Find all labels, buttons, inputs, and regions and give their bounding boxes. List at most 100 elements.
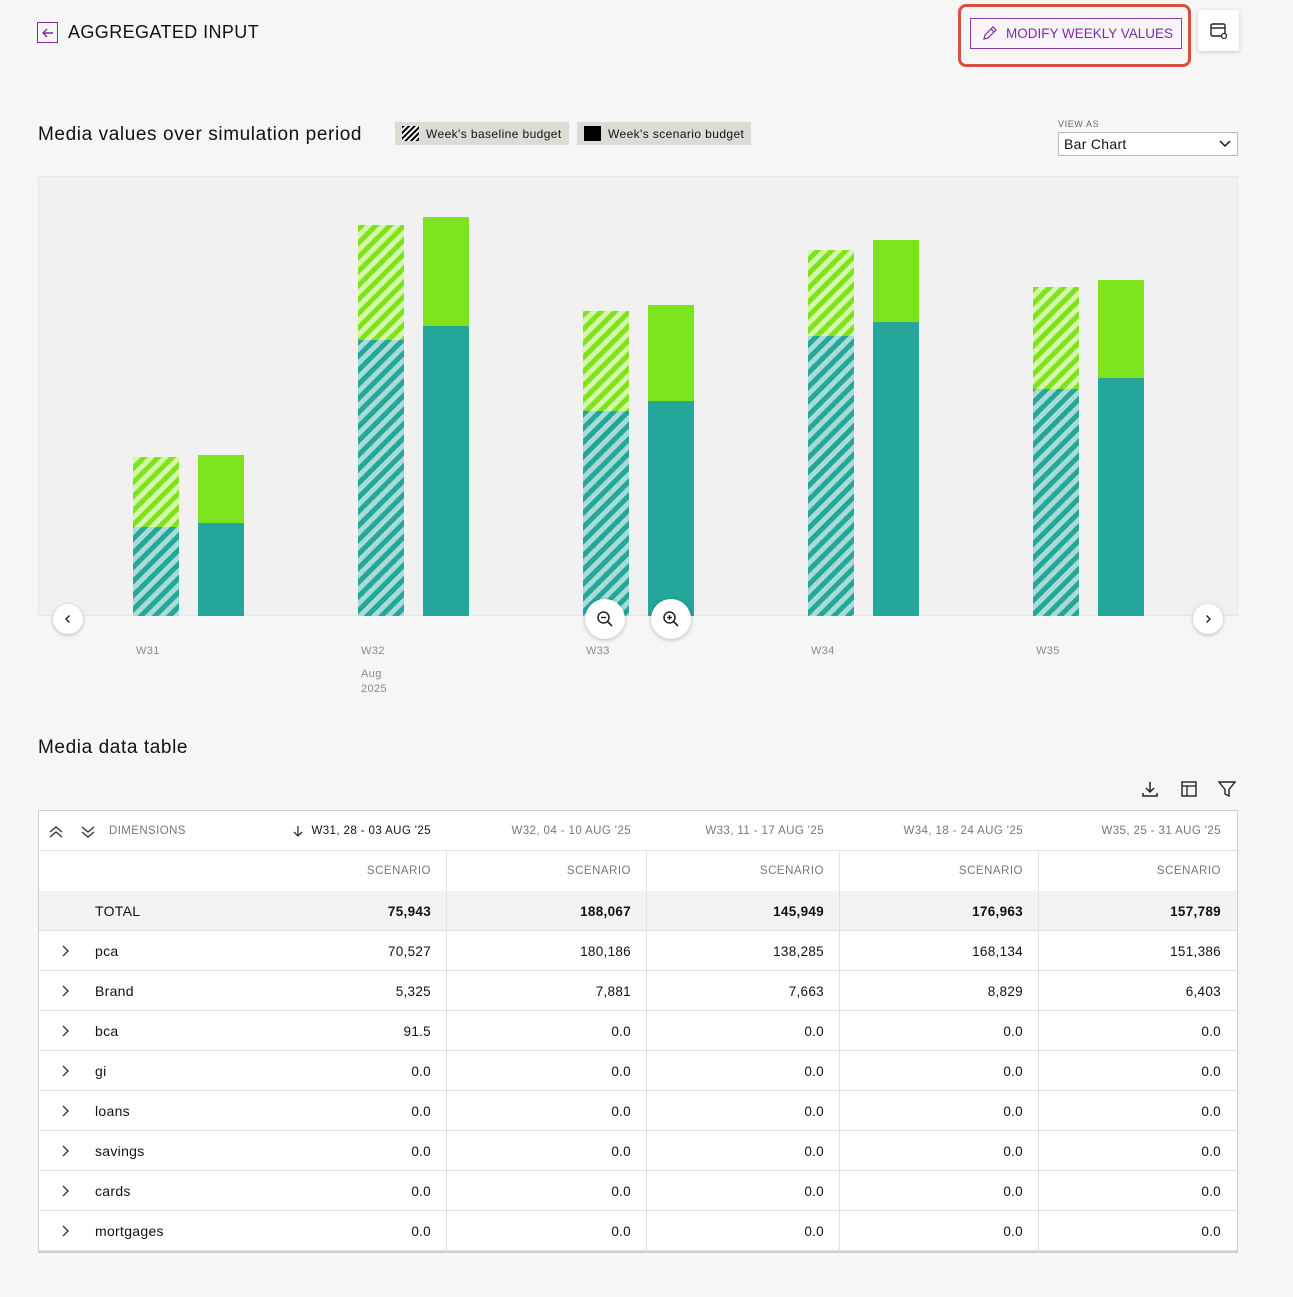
table-cell: 0.0 [1201,1143,1221,1159]
baseline-bar-teal-w33[interactable] [583,411,629,616]
pencil-icon [983,26,997,40]
scenario-bar-teal-w31[interactable] [198,523,244,616]
table-cell: 0.0 [804,1143,824,1159]
table-row[interactable]: bca 91.5 0.0 0.0 0.0 0.0 [39,1011,1237,1051]
scenario-bar-teal-w32[interactable] [423,326,469,616]
table-cell: 0.0 [1201,1023,1221,1039]
modify-highlight-frame [958,4,1191,67]
baseline-bar-teal-w32[interactable] [358,340,404,616]
baseline-bar-teal-w34[interactable] [808,336,854,616]
row-label: pca [95,943,119,959]
bar-chart [38,176,1238,616]
column-divider [646,851,647,1252]
columns-button[interactable] [1178,778,1200,800]
collapse-all-icon [49,826,63,838]
row-label: bca [95,1023,119,1039]
x-tick-label: W31 [136,645,160,657]
scenario-bar-green-w35[interactable] [1098,280,1144,378]
column-header-w31[interactable]: W31, 28 - 03 AUG '25 [287,811,431,851]
row-label: cards [95,1183,131,1199]
column-header-w33[interactable]: W33, 11 - 17 AUG '25 [705,825,824,837]
baseline-bar-green-w34[interactable] [808,250,854,336]
table-cell: 7,881 [595,983,631,999]
baseline-bar-green-w33[interactable] [583,311,629,411]
collapse-all-button[interactable] [47,823,65,841]
legend-baseline: Week's baseline budget [395,122,569,145]
chart-scroll-left-button[interactable] [53,604,83,634]
hatch-swatch-icon [402,126,419,141]
chevron-right-row-icon[interactable] [57,1223,73,1239]
baseline-bar-teal-w31[interactable] [133,527,179,616]
row-label: mortgages [95,1223,164,1239]
modify-weekly-values-label: MODIFY WEEKLY VALUES [1006,26,1174,41]
chevron-right-row-icon[interactable] [57,1183,73,1199]
table-cell: 70,527 [387,943,431,959]
table-cell: 0.0 [1003,1063,1023,1079]
baseline-bar-green-w31[interactable] [133,457,179,527]
table-row[interactable]: savings 0.0 0.0 0.0 0.0 0.0 [39,1131,1237,1171]
table-cell: 0.0 [411,1183,431,1199]
chevron-right-row-icon[interactable] [57,943,73,959]
scenario-subheader: SCENARIO [1156,865,1221,877]
chevron-right-row-icon[interactable] [57,1063,73,1079]
table-row[interactable]: cards 0.0 0.0 0.0 0.0 0.0 [39,1171,1237,1211]
chevron-right-row-icon[interactable] [57,1143,73,1159]
solid-swatch-icon [584,126,601,141]
baseline-bar-green-w35[interactable] [1033,287,1079,389]
baseline-bar-green-w32[interactable] [358,225,404,340]
scenario-bar-green-w31[interactable] [198,455,244,523]
table-cell: 91.5 [403,1023,431,1039]
column-header-w35[interactable]: W35, 25 - 31 AUG '25 [1101,825,1221,837]
zoom-out-button[interactable] [585,599,625,639]
x-tick-sublabel-month: Aug [361,668,382,680]
filter-icon [1217,781,1237,798]
zoom-out-icon [597,611,613,627]
scenario-subheader: SCENARIO [366,865,431,877]
scenario-bar-green-w32[interactable] [423,217,469,326]
chevron-right-row-icon[interactable] [57,983,73,999]
chevron-right-row-icon[interactable] [57,1023,73,1039]
scenario-bar-green-w33[interactable] [648,305,694,401]
zoom-in-button[interactable] [651,599,691,639]
modify-weekly-values-button[interactable]: MODIFY WEEKLY VALUES [970,18,1182,49]
table-cell: 0.0 [804,1103,824,1119]
x-tick-label: W32 [361,645,385,657]
table-row[interactable]: loans 0.0 0.0 0.0 0.0 0.0 [39,1091,1237,1131]
table-cell: 0.0 [411,1063,431,1079]
filter-button[interactable] [1216,778,1238,800]
page-title: AGGREGATED INPUT [68,22,260,42]
row-label: gi [95,1063,107,1079]
table-row[interactable]: pca 70,527 180,186 138,285 168,134 151,386 [39,931,1237,971]
settings-table-icon [1209,22,1227,39]
table-cell: 7,663 [788,983,824,999]
back-button[interactable] [37,22,58,43]
table-cell: 0.0 [1201,1063,1221,1079]
legend-scenario: Week's scenario budget [577,122,752,145]
column-header-w32[interactable]: W32, 04 - 10 AUG '25 [511,825,631,837]
table-cell: 0.0 [1003,1103,1023,1119]
chart-scroll-right-button[interactable] [1193,604,1223,634]
scenario-bar-green-w34[interactable] [873,240,919,322]
scenario-bar-teal-w35[interactable] [1098,378,1144,616]
scenario-bar-teal-w34[interactable] [873,322,919,616]
table-cell: 0.0 [1201,1103,1221,1119]
scenario-subheader-row: SCENARIO SCENARIO SCENARIO SCENARIO SCEN… [39,851,1237,891]
chevron-down-icon [1219,140,1231,148]
view-as-label: VIEW AS [1058,119,1100,129]
expand-all-button[interactable] [79,823,97,841]
table-row[interactable]: Brand 5,325 7,881 7,663 8,829 6,403 [39,971,1237,1011]
table-row[interactable]: gi 0.0 0.0 0.0 0.0 0.0 [39,1051,1237,1091]
row-label: Brand [95,983,134,999]
table-cell: 0.0 [804,1063,824,1079]
baseline-bar-teal-w35[interactable] [1033,389,1079,616]
table-cell: 151,386 [1170,943,1221,959]
table-cell: 0.0 [611,1103,631,1119]
table-row[interactable]: mortgages 0.0 0.0 0.0 0.0 0.0 [39,1211,1237,1251]
chevron-right-row-icon[interactable] [57,1103,73,1119]
table-settings-button[interactable] [1198,10,1239,51]
chart-section-title: Media values over simulation period [38,124,363,145]
download-button[interactable] [1139,778,1161,800]
scenario-bar-teal-w33[interactable] [648,401,694,616]
column-header-w34[interactable]: W34, 18 - 24 AUG '25 [903,825,1023,837]
view-as-select[interactable]: Bar Chart [1058,132,1238,156]
